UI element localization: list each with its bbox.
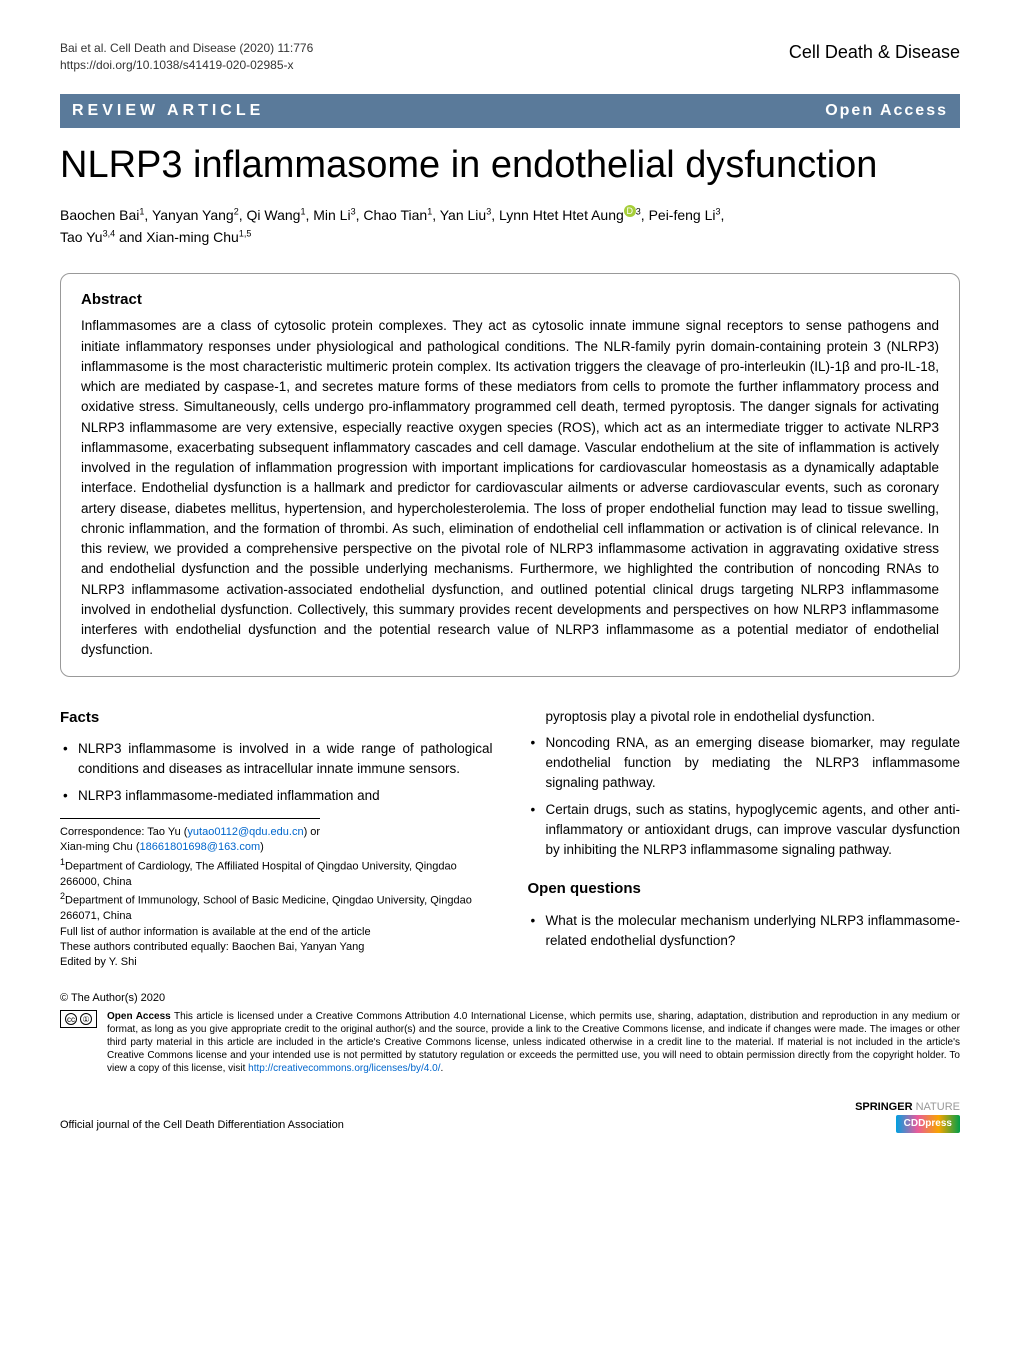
footer: Official journal of the Cell Death Diffe… [60, 1100, 960, 1133]
fact-item: Noncoding RNA, as an emerging disease bi… [546, 733, 961, 794]
corr-email-link[interactable]: 18661801698@163.com [139, 841, 260, 853]
abstract-text: Inflammasomes are a class of cytosolic p… [81, 316, 939, 660]
fact-item: NLRP3 inflammasome is involved in a wide… [78, 739, 493, 780]
corr-label: Correspondence: Tao Yu ( [60, 826, 187, 838]
left-column: Facts NLRP3 inflammasome is involved in … [60, 707, 493, 971]
header: Bai et al. Cell Death and Disease (2020)… [60, 40, 960, 74]
abstract-heading: Abstract [81, 289, 939, 310]
fact-item: Certain drugs, such as statins, hypoglyc… [546, 800, 961, 861]
doi-line: https://doi.org/10.1038/s41419-020-02985… [60, 57, 313, 74]
nature-text: NATURE [913, 1101, 960, 1113]
article-type-bar: REVIEW ARTICLE Open Access [60, 94, 960, 128]
divider [60, 818, 320, 819]
author-note: These authors contributed equally: Baoch… [60, 940, 493, 955]
springer-nature-text: SPRINGER NATURE [855, 1100, 960, 1115]
cc-box: cc ① Open Access This article is license… [60, 1010, 960, 1075]
cc-badge-wrapper: cc ① [60, 1010, 97, 1075]
article-type-label: REVIEW ARTICLE [72, 100, 264, 122]
facts-continued-list: Noncoding RNA, as an emerging disease bi… [528, 733, 961, 861]
springer-text: SPRINGER [855, 1101, 912, 1113]
citation-block: Bai et al. Cell Death and Disease (2020)… [60, 40, 313, 74]
affiliation-text: Department of Immunology, School of Basi… [60, 895, 472, 922]
question-item: What is the molecular mechanism underlyi… [546, 911, 961, 952]
copyright-line: © The Author(s) 2020 [60, 991, 960, 1006]
by-icon: ① [80, 1013, 92, 1025]
corr-mid: ) or [304, 826, 321, 838]
open-questions-heading: Open questions [528, 878, 961, 901]
article-title: NLRP3 inflammasome in endothelial dysfun… [60, 143, 960, 189]
affiliation: 2Department of Immunology, School of Bas… [60, 890, 493, 924]
affiliation: 1Department of Cardiology, The Affiliate… [60, 856, 493, 890]
footer-official: Official journal of the Cell Death Diffe… [60, 1118, 344, 1133]
journal-name: Cell Death & Disease [789, 40, 960, 65]
fact-item: NLRP3 inflammasome-mediated inflammation… [78, 786, 493, 806]
affiliation-text: Department of Cardiology, The Affiliated… [60, 860, 457, 887]
cc-body: This article is licensed under a Creativ… [107, 1011, 960, 1074]
oa-bold: Open Access [107, 1011, 171, 1022]
author-note: Edited by Y. Shi [60, 955, 493, 970]
cdd-press-badge: CDDpress [896, 1115, 960, 1133]
body-columns: Facts NLRP3 inflammasome is involved in … [60, 707, 960, 971]
publisher-logo: SPRINGER NATURE CDDpress [855, 1100, 960, 1133]
corr-close: ) [260, 841, 264, 853]
fact-continued: pyroptosis play a pivotal role in endoth… [528, 707, 961, 727]
author-note: Full list of author information is avail… [60, 925, 493, 940]
open-access-label: Open Access [825, 100, 948, 122]
right-column: pyroptosis play a pivotal role in endoth… [528, 707, 961, 971]
orcid-icon[interactable]: D [624, 205, 636, 217]
cc-icon: cc [65, 1013, 77, 1025]
author-list: Baochen Bai1, Yanyan Yang2, Qi Wang1, Mi… [60, 204, 960, 249]
cc-text: Open Access This article is licensed und… [107, 1010, 960, 1075]
cc-by-badge: cc ① [60, 1010, 97, 1028]
corr-email-link[interactable]: yutao0112@qdu.edu.cn [187, 826, 303, 838]
facts-list: NLRP3 inflammasome is involved in a wide… [60, 739, 493, 806]
correspondence: Correspondence: Tao Yu (yutao0112@qdu.ed… [60, 825, 493, 856]
copyright-block: © The Author(s) 2020 cc ① Open Access Th… [60, 991, 960, 1075]
citation-line: Bai et al. Cell Death and Disease (2020)… [60, 40, 313, 57]
corr-name2: Xian-ming Chu ( [60, 841, 139, 853]
cc-link[interactable]: http://creativecommons.org/licenses/by/4… [248, 1063, 440, 1074]
facts-heading: Facts [60, 707, 493, 730]
authors-part1: Baochen Bai1, Yanyan Yang2, Qi Wang1, Mi… [60, 207, 624, 223]
open-questions-list: What is the molecular mechanism underlyi… [528, 911, 961, 952]
abstract-box: Abstract Inflammasomes are a class of cy… [60, 273, 960, 676]
